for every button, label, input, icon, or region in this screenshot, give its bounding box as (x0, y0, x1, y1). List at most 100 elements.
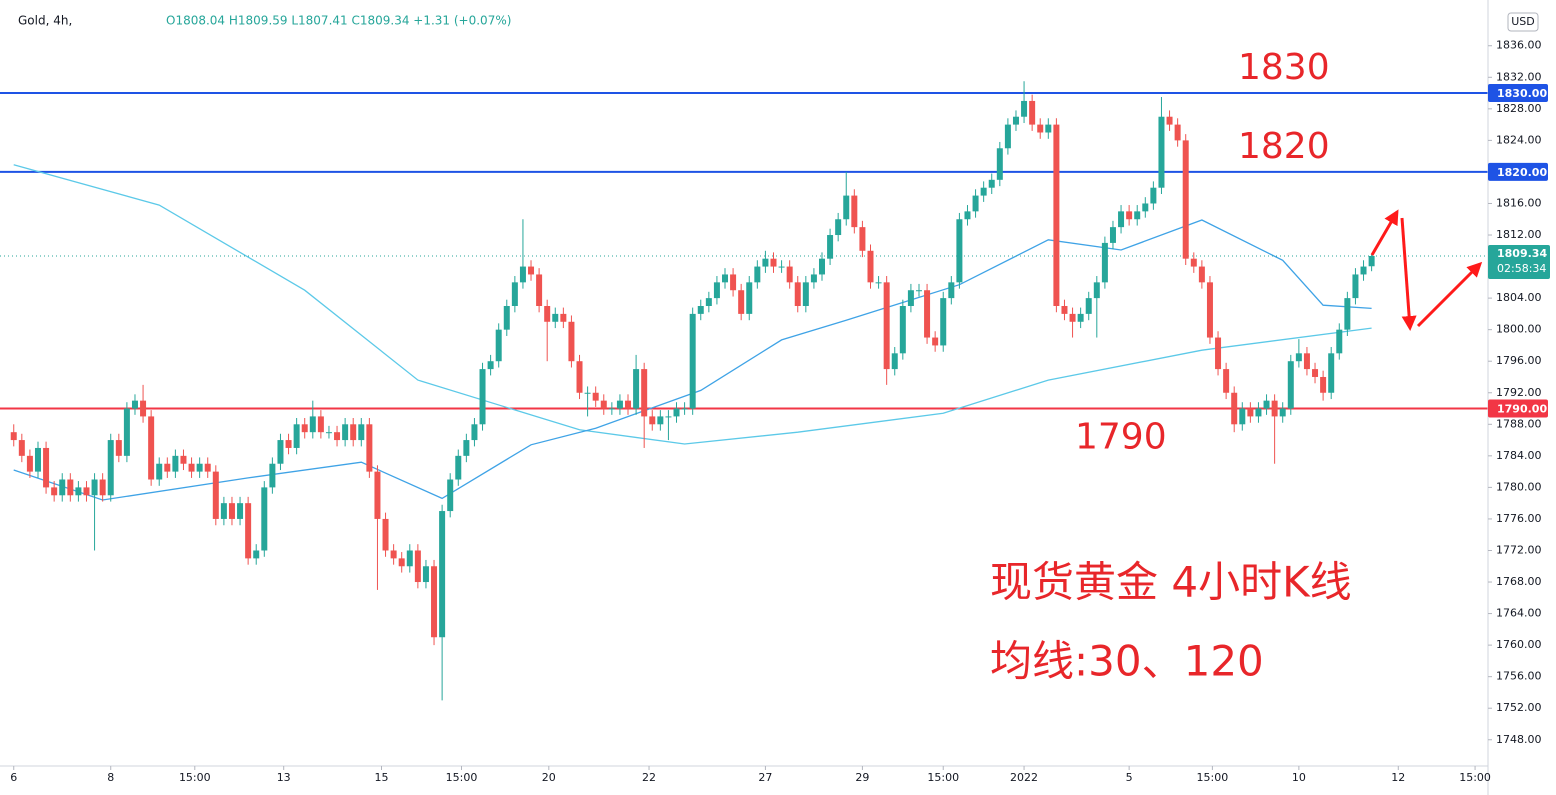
candle-body (115, 440, 122, 456)
candle-body (1287, 361, 1294, 409)
candle-body (592, 392, 599, 401)
candle-body (1004, 124, 1011, 149)
candle-body (1263, 400, 1270, 409)
candle-body (1109, 227, 1116, 243)
x-tick-label: 10 (1292, 771, 1306, 784)
candle-body (1182, 140, 1189, 259)
currency[interactable]: USD (1511, 15, 1535, 28)
y-tick-label: 1824.00 (1496, 133, 1542, 146)
level-annotation: 1830 (1238, 47, 1330, 88)
candle-body (722, 274, 729, 283)
candle-body (1126, 211, 1133, 220)
candle-body (1279, 408, 1286, 417)
candle-body (528, 266, 535, 275)
candle-body (1352, 274, 1359, 299)
candle-body (220, 503, 227, 519)
candle-body (422, 566, 429, 583)
candle-body (1069, 313, 1076, 322)
candle-body (1174, 124, 1181, 141)
candle-body (1085, 298, 1092, 314)
candle-body (1198, 266, 1205, 283)
candle-body (1320, 376, 1327, 393)
y-tick-label: 1772.00 (1496, 543, 1542, 556)
candle-body (867, 250, 874, 283)
candle-body (1255, 408, 1262, 417)
y-tick-label: 1748.00 (1496, 733, 1542, 746)
candle-body (705, 298, 712, 306)
candle-body (148, 416, 155, 480)
y-tick-label: 1776.00 (1496, 512, 1542, 525)
y-tick-label: 1812.00 (1496, 228, 1542, 241)
note: 现货黄金 4小时K线 (990, 558, 1352, 607)
candle-body (1368, 255, 1375, 267)
y-tick-label: 1796.00 (1496, 354, 1542, 367)
candle-body (576, 361, 583, 393)
candle-body (673, 408, 680, 417)
candle-body (1045, 124, 1052, 133)
y-tick-label: 1780.00 (1496, 480, 1542, 493)
candle-body (285, 440, 292, 448)
x-tick-label: 2022 (1010, 771, 1038, 784)
candle-body (1118, 211, 1125, 228)
arrow (1416, 261, 1483, 328)
candle-body (1158, 116, 1165, 188)
candle-body (633, 369, 640, 409)
candle-body (754, 266, 761, 283)
candle-body (75, 487, 82, 496)
candle-body (172, 455, 179, 472)
candle-body (1037, 124, 1044, 133)
candle-body (471, 424, 478, 441)
candle-body (83, 487, 90, 496)
candle-body (924, 290, 931, 338)
candle-body (883, 282, 890, 370)
candle-body (439, 511, 446, 638)
candle-body (859, 227, 866, 251)
candle-body (568, 321, 575, 362)
candle-body (818, 258, 825, 275)
candle-body (1360, 266, 1367, 275)
symbol: Gold, 4h, (18, 14, 72, 28)
candle-body (455, 455, 462, 480)
candle-body (665, 416, 672, 418)
candle-body (67, 479, 74, 496)
candle-body (228, 503, 235, 519)
candle-body (835, 219, 842, 236)
y-tick-label: 1760.00 (1496, 638, 1542, 651)
candle-body (1295, 353, 1302, 362)
candle-body (293, 424, 300, 448)
level-label: 1820.00 (1497, 166, 1547, 179)
x-tick-label: 12 (1391, 771, 1405, 784)
level-annotation: 1820 (1238, 126, 1330, 167)
candle-body (1134, 211, 1141, 220)
candle-body (649, 416, 656, 425)
candle-body (1021, 100, 1028, 117)
currency-box[interactable] (1507, 12, 1539, 32)
candle-body (487, 361, 494, 370)
level-label: 1790.00 (1497, 403, 1547, 416)
candle-body (1101, 242, 1108, 283)
candle-body (123, 408, 130, 456)
candle-body (794, 282, 801, 306)
moving-average (13, 219, 1372, 501)
candle-body (91, 479, 98, 496)
candle-body (51, 487, 58, 496)
candle-body (131, 400, 138, 409)
candle-body (463, 440, 470, 456)
candle-body (1271, 400, 1278, 417)
candle-body (1093, 282, 1100, 299)
candle-body (196, 463, 203, 472)
y-tick-label: 1784.00 (1496, 449, 1542, 462)
candle-body (1328, 353, 1335, 393)
candle-body (99, 479, 106, 496)
last-price-label: 1809.34 (1497, 247, 1547, 260)
candle-body (1303, 353, 1310, 370)
candle-body (26, 455, 33, 472)
candle-body (398, 558, 405, 567)
x-tick-label: 29 (855, 771, 869, 784)
candle-body (786, 266, 793, 283)
candle-body (843, 195, 850, 220)
candle-body (1239, 408, 1246, 425)
candle-body (1053, 124, 1060, 306)
candle-body (188, 463, 195, 472)
